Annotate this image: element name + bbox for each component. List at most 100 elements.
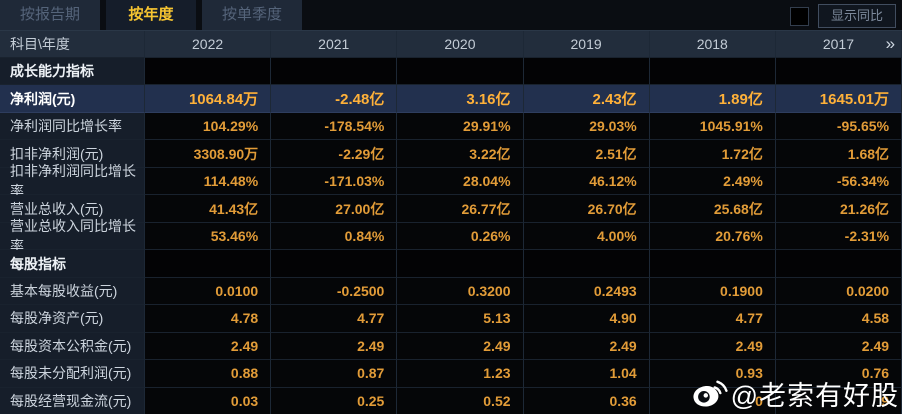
cell-value [649,58,776,86]
row-label: 营业总收入同比增长率 [0,218,145,254]
cell-value: -2.29亿 [271,140,398,168]
cell-value: 27.00亿 [271,195,398,223]
cell-value [397,250,524,278]
row-label: 每股经营现金流(元) [0,387,145,414]
cell-value: 4.77 [271,305,398,333]
table-row[interactable]: 扣非净利润同比增长率 114.48% -171.03% 28.04% 46.12% 2.4… [0,163,902,199]
table-row[interactable]: 净利润(元) 1064.84万 -2.48亿 3.16亿 2.43亿 1.89亿 1645.… [0,85,902,113]
cell-value: -95.65% [775,112,902,141]
table-row[interactable]: 基本每股收益(元) 0.0100 -0.2500 0.3200 0.2493 0.1900… [0,277,902,306]
cell-value [523,58,650,86]
yoy-controls: 显示同比 [790,4,896,28]
row-label: 净利润(元) [0,85,145,113]
row-label: 营业总收入(元) [0,195,145,223]
cell-value: 0.0100 [145,277,272,306]
cell-value: 1.89亿 [649,85,776,113]
table-row[interactable]: 营业总收入同比增长率 53.46% 0.84% 0.26% 4.00% 20.76% -2.… [0,218,902,254]
cell-value: 2.49 [145,332,272,361]
cell-value: 0.03 [145,387,272,414]
cell-value: 0.0200 [775,277,902,306]
cell-value: 28.04% [397,167,524,196]
more-years-icon[interactable]: » [885,34,896,53]
cell-value: 3308.90万 [145,140,272,168]
year-column-header[interactable]: 2018 [649,31,776,58]
table-row[interactable]: 每股未分配利润(元) 0.88 0.87 1.23 1.04 0.93 0.76 [0,360,902,388]
cell-value: 2.43亿 [523,85,650,113]
table-row[interactable]: 每股指标 [0,250,902,278]
cell-value: 21.26亿 [775,195,902,223]
cell-value: 1.72亿 [649,140,776,168]
cell-value: 4.00% [523,222,650,251]
cell-value: 53.46% [145,222,272,251]
year-column-header[interactable]: 2019 [523,31,650,58]
cell-value: 0.2493 [523,277,650,306]
cell-value: 0 [649,387,776,414]
cell-value: 29.91% [397,112,524,141]
table-row[interactable]: 每股经营现金流(元) 0.03 0.25 0.52 0.36 0 9 [0,387,902,414]
cell-value: -2.48亿 [271,85,398,113]
row-label: 基本每股收益(元) [0,277,145,306]
table-row[interactable]: 每股净资产(元) 4.78 4.77 5.13 4.90 4.77 4.58 [0,305,902,333]
table-body: 成长能力指标 净利润(元) 1064.84万 -2.48亿 3.16亿 2.43亿 1.89… [0,58,902,414]
cell-value: 0.87 [271,360,398,388]
cell-value [145,250,272,278]
cell-value: 4.77 [649,305,776,333]
row-label: 扣非净利润(元) [0,140,145,168]
cell-value: 2.49 [271,332,398,361]
cell-value: 1645.01万 [775,85,902,113]
cell-value: -2.31% [775,222,902,251]
cell-value [271,58,398,86]
row-label: 每股资本公积金(元) [0,332,145,361]
cell-value: 2.49 [397,332,524,361]
cell-value: 1.23 [397,360,524,388]
year-column-header[interactable]: 2021 [271,31,398,58]
show-yoy-checkbox[interactable] [790,6,809,26]
table-row[interactable]: 净利润同比增长率 104.29% -178.54% 29.91% 29.03% 1045.… [0,112,902,141]
table-row[interactable]: 扣非净利润(元) 3308.90万 -2.29亿 3.22亿 2.51亿 1.72亿 1.6… [0,140,902,168]
cell-value: 0.76 [775,360,902,388]
cell-value: 4.58 [775,305,902,333]
tab-by-quarter[interactable]: 按单季度 [202,0,302,30]
show-yoy-button[interactable]: 显示同比 [818,4,896,28]
cell-value: -56.34% [775,167,902,196]
cell-value: 0.88 [145,360,272,388]
year-column-header[interactable]: 2022 [145,31,272,58]
corner-header: 科目\年度 [0,31,145,58]
cell-value [775,58,902,86]
cell-value: 4.78 [145,305,272,333]
cell-value: 5.13 [397,305,524,333]
year-column-header-label: 2017 [822,36,855,52]
table-row[interactable]: 营业总收入(元) 41.43亿 27.00亿 26.77亿 26.70亿 25.68亿 21… [0,195,902,223]
cell-value: 9 [775,387,902,414]
cell-value: 0.36 [523,387,650,414]
row-label: 成长能力指标 [0,58,145,86]
cell-value: 0.25 [271,387,398,414]
tab-by-report-period[interactable]: 按报告期 [0,0,100,30]
cell-value: 2.51亿 [523,140,650,168]
cell-value: 0.52 [397,387,524,414]
cell-value: 1.04 [523,360,650,388]
cell-value: -178.54% [271,112,398,141]
cell-value: 3.16亿 [397,85,524,113]
cell-value: 114.48% [145,167,272,196]
tab-by-year[interactable]: 按年度 [106,0,196,30]
cell-value: 104.29% [145,112,272,141]
cell-value: 2.49 [523,332,650,361]
cell-value [649,250,776,278]
cell-value: 20.76% [649,222,776,251]
cell-value: 26.70亿 [523,195,650,223]
cell-value: 0.84% [271,222,398,251]
cell-value: 1045.91% [649,112,776,141]
cell-value: 2.49 [649,332,776,361]
row-label: 每股未分配利润(元) [0,360,145,388]
table-row[interactable]: 每股资本公积金(元) 2.49 2.49 2.49 2.49 2.49 2.49 [0,332,902,361]
year-column-header[interactable]: 2020 [397,31,524,58]
table-row[interactable]: 成长能力指标 [0,58,902,86]
year-column-header[interactable]: 2017 » [775,31,902,58]
table-header-row: 科目\年度 2022 2021 2020 2019 2018 2017 » [0,31,902,58]
cell-value: 1.68亿 [775,140,902,168]
cell-value [145,58,272,86]
cell-value: -0.2500 [271,277,398,306]
cell-value [775,250,902,278]
